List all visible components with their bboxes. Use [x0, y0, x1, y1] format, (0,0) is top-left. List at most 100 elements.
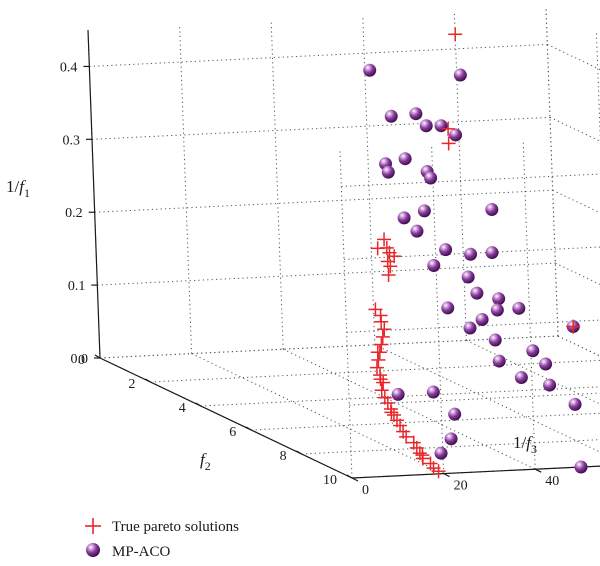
grid-side-z [97, 262, 556, 286]
grid-floor-x [351, 465, 600, 479]
x-tick-mark [296, 450, 302, 455]
grid-right-y [431, 145, 445, 474]
grid-floor-y [191, 353, 444, 475]
mp-aco-point [461, 270, 475, 284]
true-pareto-point [375, 329, 390, 344]
x-tick-mark [346, 474, 353, 479]
mp-aco-point [424, 171, 438, 185]
x-tick-label: 0 [78, 353, 85, 368]
true-pareto-point [381, 268, 396, 283]
true-pareto-point [370, 345, 385, 360]
mp-aco-point [470, 286, 484, 300]
true-pareto-point [377, 232, 392, 247]
grid-side-z [99, 335, 559, 359]
x-tick-mark [195, 402, 202, 407]
z-tick-label: 0.0 [71, 352, 89, 367]
mp-aco-point [391, 387, 405, 401]
legend-marker-true-pareto [85, 518, 101, 534]
true-pareto-point [431, 464, 446, 479]
mp-aco-point [409, 107, 423, 121]
y-axis-label: 1/f3 [513, 433, 537, 456]
points-layer [363, 27, 588, 479]
x-tick-label: 10 [323, 473, 337, 488]
true-pareto-point [374, 383, 389, 398]
grid-side-y [179, 25, 193, 354]
true-pareto-point [393, 418, 408, 433]
x-tick-mark [145, 378, 151, 383]
z-tick-label: 0.4 [60, 60, 78, 75]
true-pareto-point [448, 27, 463, 42]
mp-aco-point [448, 407, 462, 421]
x-tick-label: 6 [229, 425, 236, 440]
z-tick-label: 0.1 [68, 279, 86, 294]
mp-aco-point [485, 202, 499, 216]
mp-aco-point [449, 128, 463, 142]
tick-label-layer: 02468100204060801000.00.10.20.30.4 [60, 60, 559, 498]
mp-aco-point [512, 301, 526, 315]
grid-side-z [94, 189, 553, 213]
y-tick-label: 0 [362, 483, 369, 498]
mp-aco-point [410, 224, 424, 238]
mp-aco-point [441, 301, 455, 315]
mp-aco-point [475, 312, 489, 326]
mp-aco-point [453, 68, 467, 82]
legend-label-true-pareto: True pareto solutions [112, 519, 239, 535]
true-pareto-point [441, 121, 456, 136]
mp-aco-point [464, 247, 478, 261]
mp-aco-point [526, 344, 540, 358]
z-axis-line [87, 29, 101, 359]
grid-floor-y [557, 335, 600, 357]
grid-side-z [91, 116, 551, 140]
mp-aco-point [488, 333, 502, 347]
mp-aco-point [427, 258, 441, 272]
grid-side-y [453, 12, 467, 341]
grid-side-y [270, 21, 284, 350]
mp-aco-point [543, 378, 557, 392]
mp-aco-point [574, 460, 588, 474]
grid-right-z [351, 465, 600, 479]
z-tick-label: 0.3 [63, 133, 81, 148]
true-pareto-point [566, 319, 581, 334]
grid-right-y [339, 149, 353, 479]
x-tick-label: 2 [128, 377, 135, 392]
true-pareto-point [399, 429, 414, 444]
mp-aco-point [539, 357, 553, 371]
mp-aco-point [419, 119, 433, 133]
grid-right-y [522, 141, 536, 470]
mp-aco-point [568, 397, 582, 411]
grid-floor-y [374, 344, 600, 453]
mp-aco-point [444, 432, 458, 446]
z-tick-label: 0.2 [65, 206, 83, 221]
true-pareto-point [374, 314, 389, 329]
true-pareto-point [415, 448, 430, 463]
x-axis-label: f2 [200, 450, 211, 473]
grid-right-z [341, 173, 600, 187]
legend-marker-mp-aco [86, 543, 100, 557]
true-pareto-point [380, 395, 395, 410]
mp-aco-point [485, 246, 499, 260]
mp-aco-point [384, 109, 398, 123]
y-tick-label: 20 [454, 479, 468, 494]
mp-aco-point [463, 321, 477, 335]
mp-aco-point [492, 292, 506, 306]
true-pareto-point [383, 259, 398, 274]
grid-right-z [343, 246, 600, 260]
mp-aco-point [398, 152, 412, 166]
mp-aco-point [492, 354, 506, 368]
true-pareto-point [376, 375, 391, 390]
grid-floor-x [251, 412, 600, 431]
mp-aco-point [426, 385, 440, 399]
grid-back-x [595, 31, 600, 145]
grid-floor-x [301, 439, 600, 455]
true-pareto-point [384, 405, 399, 420]
mp-aco-point [434, 119, 448, 133]
grid-right-z [349, 392, 600, 406]
true-pareto-point [370, 241, 385, 256]
y-tick-mark [351, 477, 359, 482]
grid-back-z [557, 335, 600, 357]
x-tick-label: 4 [179, 401, 186, 416]
y-axis-line [351, 465, 600, 479]
true-pareto-point [373, 372, 388, 387]
x-tick-mark [245, 426, 252, 431]
grid-side-y [545, 7, 559, 337]
